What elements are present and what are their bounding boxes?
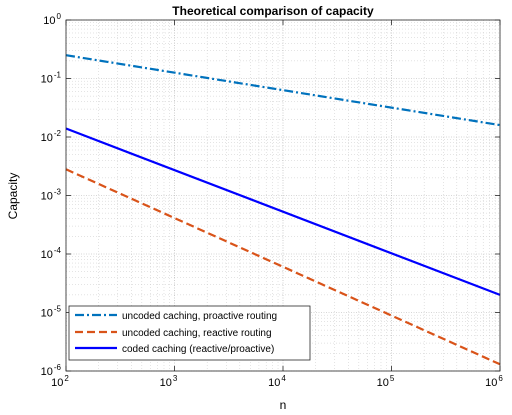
legend-label: uncoded caching, proactive routing xyxy=(122,311,277,322)
y-tick-label: 10-6 xyxy=(41,363,62,378)
tick-base: 10 xyxy=(377,377,389,389)
tick-exponent: -3 xyxy=(54,188,62,197)
tick-exponent: 4 xyxy=(281,374,286,383)
y-tick-label: 10-2 xyxy=(41,129,62,144)
series-line-2 xyxy=(65,168,501,366)
tick-base: 10 xyxy=(268,377,280,389)
x-axis-label: n xyxy=(280,398,287,412)
tick-base: 10 xyxy=(43,15,55,27)
tick-exponent: -1 xyxy=(54,71,62,80)
tick-exponent: 5 xyxy=(390,374,395,383)
x-tick-labels: 102 103 104 105 106 xyxy=(51,374,503,389)
tick-base: 10 xyxy=(160,377,172,389)
tick-exponent: -5 xyxy=(54,305,62,314)
x-tick-label: 104 xyxy=(268,374,286,389)
y-tick-label: 10-1 xyxy=(41,71,62,86)
x-tick-label: 103 xyxy=(160,374,178,389)
legend-entry: coded caching (reactive/proactive) xyxy=(75,344,274,355)
tick-exponent: 6 xyxy=(498,374,503,383)
y-tick-label: 10-3 xyxy=(41,188,62,203)
tick-exponent: -6 xyxy=(54,363,62,372)
tick-base: 10 xyxy=(41,308,53,320)
tick-exponent: 3 xyxy=(173,374,178,383)
tick-base: 10 xyxy=(485,377,497,389)
x-tick-label: 106 xyxy=(485,374,503,389)
chart-title: Theoretical comparison of capacity xyxy=(172,4,374,18)
legend: uncoded caching, proactive routing uncod… xyxy=(68,305,311,361)
y-axis-label: Capacity xyxy=(6,173,20,220)
legend-entry: uncoded caching, reactive routing xyxy=(75,328,272,339)
legend-box xyxy=(68,305,311,361)
x-tick-label: 105 xyxy=(377,374,395,389)
y-tick-label: 100 xyxy=(43,12,61,27)
y-tick-label: 10-4 xyxy=(41,246,62,261)
tick-exponent: 0 xyxy=(57,12,62,21)
series-layer xyxy=(65,54,501,366)
tick-base: 10 xyxy=(41,249,53,261)
x-tick-label: 102 xyxy=(51,374,69,389)
tick-exponent: -2 xyxy=(54,129,62,138)
tick-base: 10 xyxy=(41,74,53,86)
tick-base: 10 xyxy=(51,377,63,389)
series-line-1 xyxy=(65,54,501,127)
tick-exponent: -4 xyxy=(54,246,62,255)
tick-exponent: 2 xyxy=(64,374,69,383)
legend-label: uncoded caching, reactive routing xyxy=(122,328,272,339)
y-tick-label: 10-5 xyxy=(41,305,62,320)
tick-base: 10 xyxy=(41,191,53,203)
legend-label: coded caching (reactive/proactive) xyxy=(122,344,274,355)
tick-base: 10 xyxy=(41,366,53,378)
legend-entry: uncoded caching, proactive routing xyxy=(75,311,277,322)
series-line-3 xyxy=(65,127,501,296)
tick-base: 10 xyxy=(41,132,53,144)
